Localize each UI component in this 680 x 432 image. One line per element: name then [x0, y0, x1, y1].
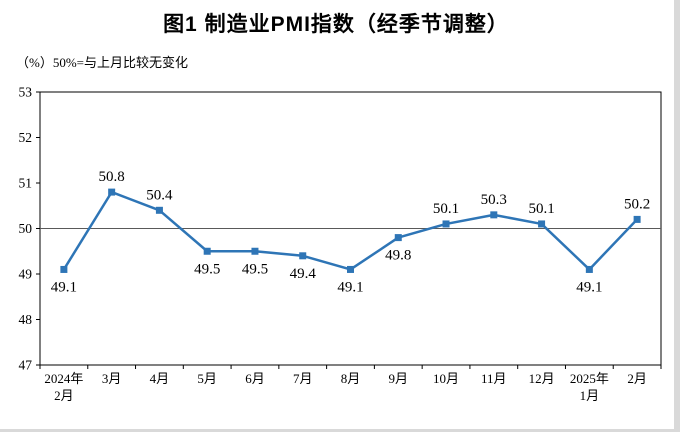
- y-tick-label: 48: [19, 312, 33, 327]
- data-point-marker: [155, 206, 163, 214]
- data-point-label: 49.5: [194, 261, 220, 277]
- data-point-marker: [442, 220, 450, 228]
- page-edge-right: [674, 0, 680, 432]
- x-tick-label: 3月: [102, 371, 122, 386]
- data-point-marker: [490, 211, 498, 219]
- x-tick-label: 5月: [197, 371, 217, 386]
- y-tick-label: 53: [19, 85, 33, 100]
- x-tick-label: 7月: [293, 371, 313, 386]
- x-tick-label: 10月: [433, 371, 459, 386]
- page-edge-bottom: [0, 429, 680, 432]
- data-point-marker: [394, 234, 402, 242]
- data-point-marker: [633, 215, 641, 223]
- x-tick-label: 9月: [389, 371, 409, 386]
- data-labels: 49.1 50.8 50.4 49.5 49.5 49.4 49.1 49.8 50.1 50.3…: [51, 169, 650, 295]
- data-point-label: 49.4: [290, 266, 317, 282]
- x-tick-label: 2025年: [570, 371, 609, 386]
- y-tick-label: 49: [19, 267, 33, 282]
- y-axis-labels: 47 48 49 50 51 52 53: [19, 85, 40, 373]
- data-point-marker: [108, 188, 116, 196]
- x-tick-label: 8月: [341, 371, 361, 386]
- data-point-marker: [60, 265, 68, 273]
- x-tick-label: 12月: [529, 371, 555, 386]
- y-tick-label: 52: [19, 130, 33, 145]
- data-point-label: 49.8: [385, 248, 411, 264]
- y-tick-label: 51: [19, 176, 33, 191]
- x-tick-label: 1月: [580, 388, 600, 403]
- data-point-label: 50.1: [528, 201, 554, 217]
- data-point-label: 50.3: [481, 192, 507, 208]
- x-tick-label: 2月: [54, 388, 74, 403]
- data-point-marker: [585, 265, 593, 273]
- data-points: [60, 188, 641, 273]
- chart-title: 图1 制造业PMI指数（经季节调整）: [163, 13, 509, 36]
- x-axis-ticks: [39, 365, 662, 369]
- data-point-label: 50.2: [624, 196, 650, 212]
- y-tick-label: 50: [19, 221, 33, 236]
- data-point-label: 50.1: [433, 201, 459, 217]
- x-tick-label: 2月: [627, 371, 647, 386]
- data-point-marker: [347, 265, 354, 273]
- data-point-label: 49.1: [51, 279, 77, 295]
- data-point-label: 49.1: [576, 279, 602, 295]
- x-tick-label: 11月: [481, 371, 507, 386]
- data-point-label: 50.8: [99, 169, 125, 185]
- data-point-marker: [538, 220, 546, 228]
- x-tick-label: 2024年: [44, 371, 83, 386]
- data-point-marker: [251, 247, 259, 255]
- x-axis-labels: 2024年 2月 3月 4月 5月 6月 7月 8月 9月 10月 11月 12月 2025年 1月 2月: [44, 371, 646, 403]
- data-point-marker: [203, 247, 211, 255]
- data-point-marker: [299, 252, 307, 260]
- data-point-label: 50.4: [146, 187, 173, 203]
- chart-unit-note: （%）50%=与上月比较无变化: [16, 55, 188, 70]
- y-tick-label: 47: [19, 358, 33, 373]
- x-tick-label: 6月: [245, 371, 265, 386]
- x-tick-label: 4月: [150, 371, 170, 386]
- data-point-label: 49.1: [337, 279, 363, 295]
- data-point-label: 49.5: [242, 261, 268, 277]
